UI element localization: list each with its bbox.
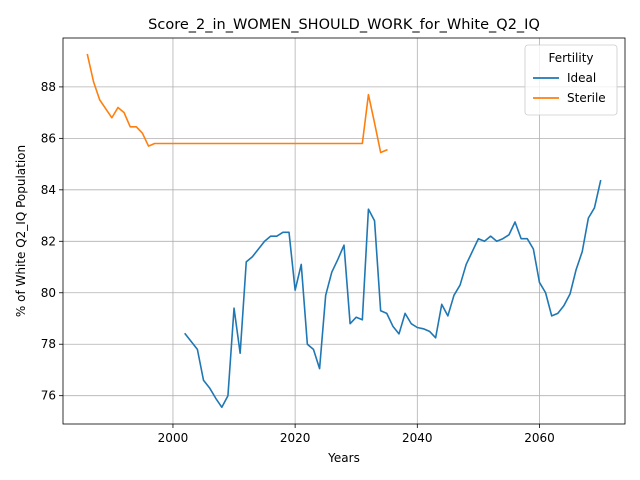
- x-tick-label: 2000: [158, 431, 189, 445]
- x-tick-label: 2020: [280, 431, 311, 445]
- legend-title: Fertility: [548, 51, 593, 65]
- y-tick-label: 80: [41, 286, 56, 300]
- legend: Fertility Ideal Sterile: [524, 44, 618, 116]
- legend-label-ideal: Ideal: [567, 71, 596, 85]
- y-tick-label: 76: [41, 389, 56, 403]
- y-tick-label: 86: [41, 131, 56, 145]
- y-axis-label: % of White Q2_IQ Population: [14, 145, 28, 317]
- y-tick-label: 84: [41, 183, 56, 197]
- y-tick-label: 78: [41, 337, 56, 351]
- y-tick-label: 88: [41, 80, 56, 94]
- legend-label-sterile: Sterile: [567, 91, 606, 105]
- axes-frame: [62, 37, 626, 425]
- series-line-ideal: [184, 179, 602, 409]
- y-tick-label: 82: [41, 234, 56, 248]
- chart-title: Score_2_in_WOMEN_SHOULD_WORK_for_White_Q…: [148, 17, 540, 33]
- x-tick-label: 2060: [524, 431, 555, 445]
- x-tick-label: 2040: [402, 431, 433, 445]
- x-axis-label: Years: [327, 451, 360, 465]
- series-line-sterile: [86, 53, 388, 154]
